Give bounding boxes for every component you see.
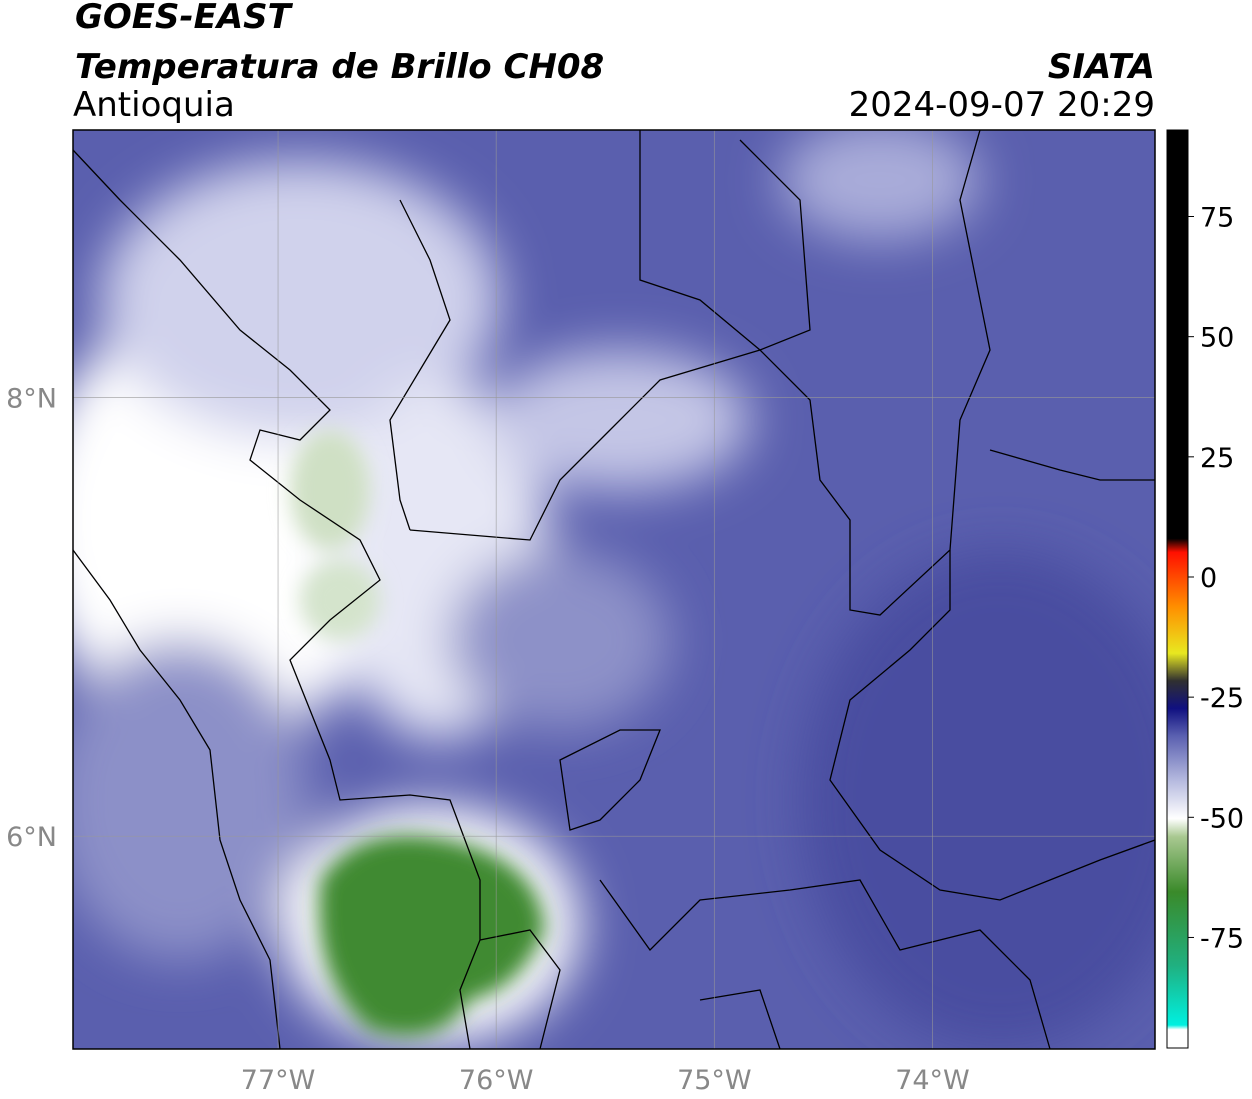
borders: [73, 130, 1155, 1049]
x-tick-label: 76°W: [459, 1065, 534, 1096]
x-tick-label: 75°W: [677, 1065, 752, 1096]
colorbar: [1166, 129, 1189, 1049]
y-tick-label: 6°N: [6, 822, 57, 853]
x-tick-label: 77°W: [241, 1065, 316, 1096]
colorbar-tick-label: 25: [1200, 443, 1234, 474]
region: Antioquia: [73, 85, 235, 125]
colorbar-tick-label: 50: [1200, 323, 1234, 354]
y-tick-label: 8°N: [6, 384, 57, 415]
timestamp: 2024-09-07 20:29: [849, 85, 1155, 125]
map-frame: [72, 129, 1156, 1050]
source: SIATA: [1048, 47, 1155, 87]
colorbar-tick-label: -50: [1200, 803, 1244, 834]
map-image: [73, 130, 1155, 1049]
grid: [73, 130, 1155, 1049]
title: GOES-EAST: [75, 0, 294, 37]
colorbar-tick-label: 0: [1200, 563, 1217, 594]
colorbar-tick-label: 75: [1200, 203, 1234, 234]
colorbar-tick-label: -75: [1200, 923, 1244, 954]
subtitle: Temperatura de Brillo CH08: [75, 47, 604, 87]
colorbar-tick-label: -25: [1200, 683, 1244, 714]
x-tick-label: 74°W: [895, 1065, 970, 1096]
